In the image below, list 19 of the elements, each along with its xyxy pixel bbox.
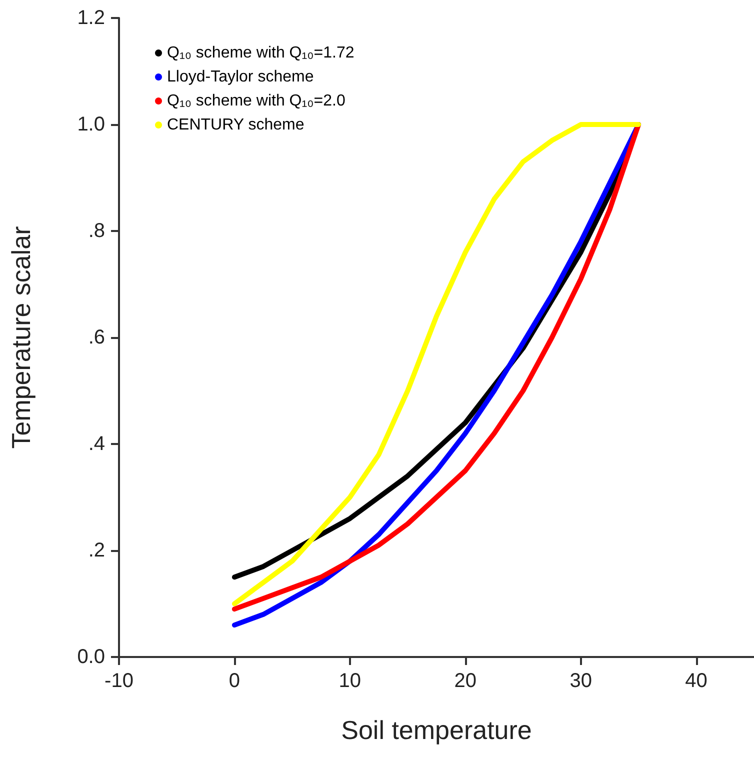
legend-label: Q₁₀ scheme with Q₁₀=2.0 — [167, 92, 346, 110]
legend-label: Lloyd-Taylor scheme — [167, 68, 314, 86]
x-tick-label: 0 — [228, 670, 240, 692]
legend-label: Q₁₀ scheme with Q₁₀=1.72 — [167, 44, 354, 62]
y-tick-label: 0.0 — [77, 646, 105, 668]
x-tick-label: 10 — [338, 670, 362, 692]
y-tick-label: .4 — [88, 433, 105, 455]
x-tick-label: -10 — [104, 670, 134, 692]
legend-label: CENTURY scheme — [167, 116, 304, 134]
x-tick-label: 30 — [570, 670, 592, 692]
x-tick-label: 40 — [685, 670, 708, 692]
y-tick-label: 1.2 — [77, 7, 105, 29]
x-tick-label: 20 — [454, 670, 476, 692]
x-axis-title: Soil temperature — [341, 715, 532, 745]
y-tick-label: 1.0 — [77, 114, 105, 136]
y-tick-label: .6 — [88, 326, 105, 348]
y-tick-label: .8 — [88, 220, 105, 242]
y-axis-title: Temperature scalar — [6, 226, 36, 449]
y-tick-label: .2 — [88, 540, 105, 562]
